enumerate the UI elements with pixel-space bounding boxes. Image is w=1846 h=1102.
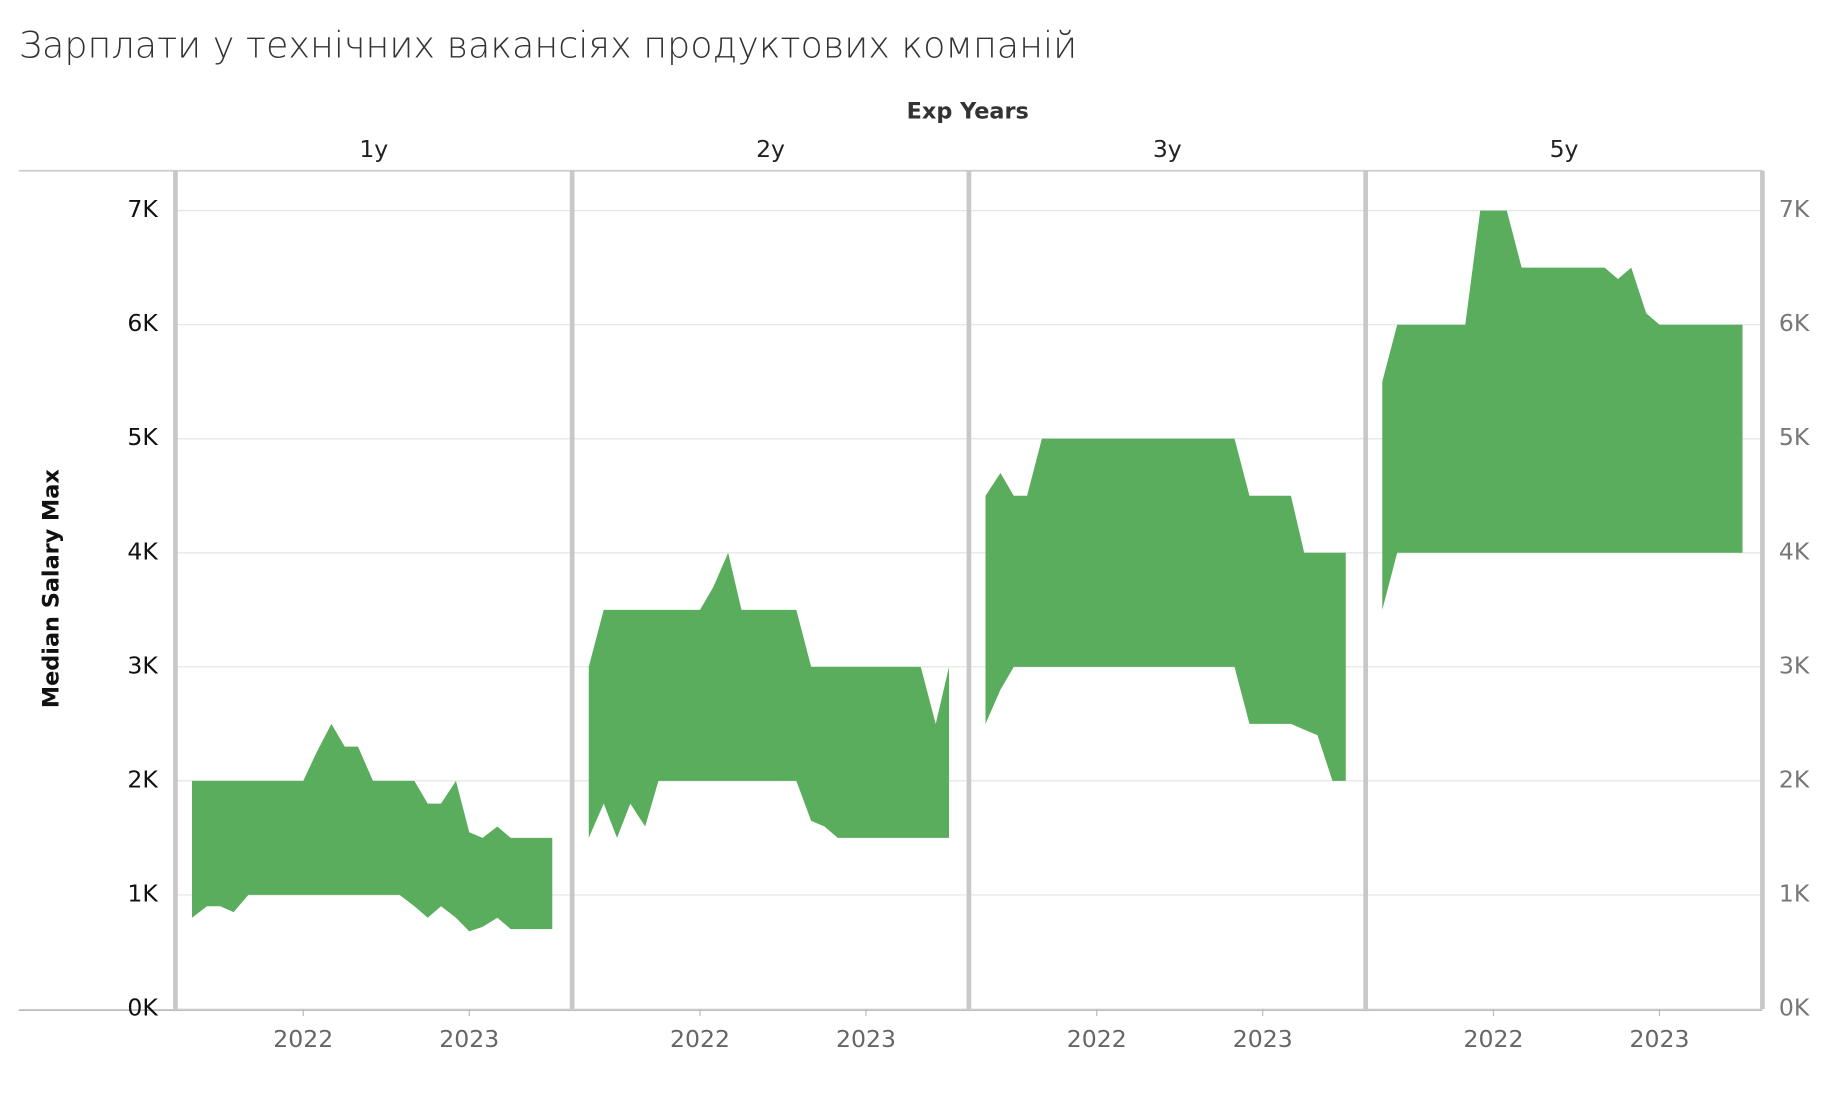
x-tick-label: 2022: [1067, 1025, 1127, 1053]
facet-header: 5y: [1550, 135, 1579, 163]
range-area: [192, 723, 553, 932]
x-tick-label: 2023: [836, 1025, 896, 1053]
range-area: [1382, 210, 1743, 610]
y-axis-label: Median Salary Max: [38, 469, 64, 709]
y2-tick-label: 3K: [1779, 651, 1810, 679]
x-tick-label: 2022: [1464, 1025, 1524, 1053]
facet-header: 3y: [1153, 135, 1182, 163]
y-tick-label: 6K: [127, 309, 158, 337]
y-tick-label: 1K: [127, 879, 158, 907]
x-tick-label: 2023: [1233, 1025, 1293, 1053]
x-tick-label: 2022: [273, 1025, 333, 1053]
y-tick-label: 2K: [127, 765, 158, 793]
facet-header: 2y: [756, 135, 785, 163]
x-tick-label: 2022: [670, 1025, 730, 1053]
range-area: [985, 438, 1346, 781]
facet-header: 1y: [359, 135, 388, 163]
y2-tick-label: 2K: [1779, 765, 1810, 793]
y2-tick-label: 4K: [1779, 537, 1810, 565]
y-tick-label: 3K: [127, 651, 158, 679]
y-tick-label: 0K: [127, 993, 158, 1021]
x-tick-label: 2023: [1630, 1025, 1690, 1053]
y2-tick-label: 1K: [1779, 879, 1810, 907]
x-tick-label: 2023: [439, 1025, 499, 1053]
y2-tick-label: 0K: [1779, 993, 1810, 1021]
y2-tick-label: 5K: [1779, 423, 1810, 451]
y-tick-label: 5K: [127, 423, 158, 451]
chart-title: Зарплати у технічних вакансіях продуктов…: [19, 24, 1077, 67]
y-tick-label: 7K: [127, 195, 158, 223]
facet-label: Exp Years: [907, 98, 1029, 124]
y-tick-label: 4K: [127, 537, 158, 565]
y2-tick-label: 7K: [1779, 195, 1810, 223]
y2-tick-label: 6K: [1779, 309, 1810, 337]
range-area: [588, 552, 950, 838]
